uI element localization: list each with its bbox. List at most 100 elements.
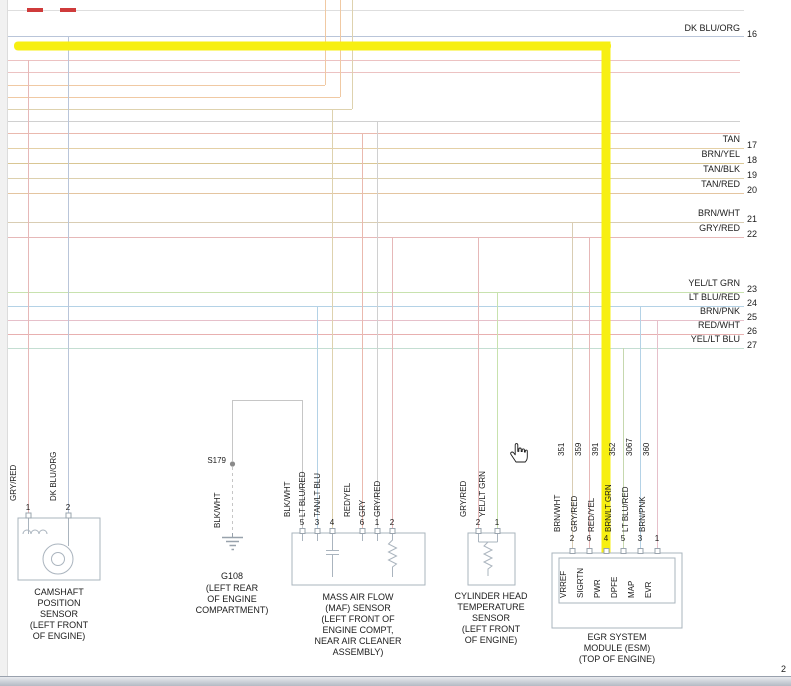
wire-color-label: LT BLU/RED: [688, 292, 740, 302]
pin-color-label: YEL/LT GRN: [478, 471, 487, 517]
wire-mark: [60, 8, 76, 12]
pin-color-label: BLK/WHT: [283, 481, 292, 517]
component-title-line: EGR SYSTEM: [587, 632, 647, 642]
wire-mark: [27, 8, 43, 12]
pin-square: [620, 548, 627, 554]
component-title-line: OF ENGINE): [32, 631, 86, 641]
pin-square: [65, 512, 72, 519]
coil-symbol: [22, 529, 48, 535]
pin-square: [374, 528, 381, 534]
pin-number: 4: [329, 518, 335, 527]
pin-number: 3: [314, 518, 320, 527]
pin-number: 5: [299, 518, 305, 527]
wire-number: 27: [747, 340, 758, 350]
pin-number: 1: [374, 518, 380, 527]
wire-number: 23: [747, 284, 758, 294]
pin-square: [314, 528, 321, 534]
pin-square: [299, 528, 306, 534]
pin-color-label: DK BLU/ORG: [49, 451, 58, 501]
pin-number: 1: [25, 503, 31, 512]
camshaft-sensor-box[interactable]: [17, 517, 101, 581]
component-title-line: SENSOR: [471, 613, 510, 623]
pin-function-label: EVR: [644, 581, 653, 598]
pin-color-label: GRY: [358, 499, 367, 517]
wire-color-label: DK BLU/ORG: [684, 23, 740, 33]
page-indicator: 2: [781, 664, 787, 674]
wire-color-label: BRN/WHT: [698, 208, 740, 218]
highlighted-wire-vertical[interactable]: [601, 41, 611, 553]
wire-number: 18: [747, 155, 758, 165]
component-title-line: (MAF) SENSOR: [325, 603, 391, 613]
component-title-line: TEMPERATURE: [457, 602, 525, 612]
wire-number: 24: [747, 298, 758, 308]
wire-number: 22: [747, 229, 758, 239]
circuit-number: 360: [642, 442, 651, 456]
component-title-line: (LEFT FRONT OF: [321, 614, 395, 624]
component-title-line: (LEFT FRONT: [461, 624, 521, 634]
pin-function-label: VRREF: [559, 570, 568, 598]
splice-dot: [229, 461, 236, 467]
wire-color-label: TAN/RED: [701, 179, 740, 189]
pin-square: [494, 528, 501, 534]
wire-color-label: TAN: [722, 134, 740, 144]
component-title-line: ASSEMBLY): [332, 647, 384, 657]
component-title-line: OF ENGINE: [207, 594, 257, 604]
wire-number: 19: [747, 170, 758, 180]
wire-number: 20: [747, 185, 758, 195]
component-title-line: OF ENGINE): [464, 635, 518, 645]
pin-number: 4: [603, 534, 609, 543]
pin-square: [25, 512, 32, 519]
pin-number: 3: [637, 534, 643, 543]
circuit-number: 359: [574, 442, 583, 456]
wire-color-label: TAN/BLK: [703, 164, 740, 174]
pin-color-label: LT BLU/RED: [621, 486, 630, 533]
pin-number: 6: [586, 534, 592, 543]
pin-square: [603, 548, 610, 554]
cht-sensor-box[interactable]: [467, 532, 516, 586]
pin-color-label: RED/YEL: [343, 482, 352, 517]
thermistor-symbol: [482, 541, 494, 576]
sensor-symbol: [42, 543, 74, 575]
pin-color-label: GRY/RED: [373, 480, 382, 517]
wire-color-label: RED/WHT: [698, 320, 740, 330]
horizontal-scrollbar[interactable]: [0, 676, 791, 686]
component-title-line: COMPARTMENT): [195, 605, 269, 615]
component-title-line: ENGINE COMPT,: [322, 625, 394, 635]
wire-number: 17: [747, 140, 758, 150]
pin-square: [569, 548, 576, 554]
maf-sensor-box[interactable]: [291, 532, 426, 586]
pin-square: [329, 528, 336, 534]
pin-number: 1: [654, 534, 660, 543]
wire-color-label: BRN/PNK: [699, 306, 740, 316]
component-title-line: CAMSHAFT: [34, 587, 84, 597]
highlighted-wire-horizontal[interactable]: [14, 41, 611, 51]
pin-function-label: MAP: [627, 580, 636, 598]
pin-color-label: GRY/RED: [570, 495, 579, 532]
pin-color-label: TAN/LT BLU: [313, 472, 322, 517]
pin-color-label: BRN/WHT: [553, 494, 562, 532]
pin-number: 1: [494, 518, 500, 527]
egr-module-inner-box: [558, 557, 676, 604]
pin-square: [475, 528, 482, 534]
circuit-number: 391: [591, 442, 600, 456]
pin-color-label: BLK/WHT: [213, 492, 222, 528]
wire-color-label: YEL/LT GRN: [688, 278, 740, 288]
circuit-number: 3067: [625, 438, 634, 456]
splice-label: S179: [207, 456, 226, 465]
circuit-number: 351: [557, 442, 566, 456]
pin-number: 2: [475, 518, 481, 527]
pin-function-label: SIGRTN: [576, 567, 585, 598]
pin-number: 5: [620, 534, 626, 543]
pin-function-label: DPFE: [610, 576, 619, 598]
wire-color-label: GRY/RED: [699, 223, 740, 233]
pin-number: 2: [389, 518, 395, 527]
left-pane-border: [0, 0, 8, 676]
pin-square: [637, 548, 644, 554]
pin-color-label: BRN/LT GRN: [604, 484, 613, 532]
wire-number: 21: [747, 214, 758, 224]
component-title-line: (LEFT FRONT: [29, 620, 89, 630]
component-title-line: POSITION: [37, 598, 81, 608]
component-title-line: MODULE (ESM): [583, 643, 651, 653]
